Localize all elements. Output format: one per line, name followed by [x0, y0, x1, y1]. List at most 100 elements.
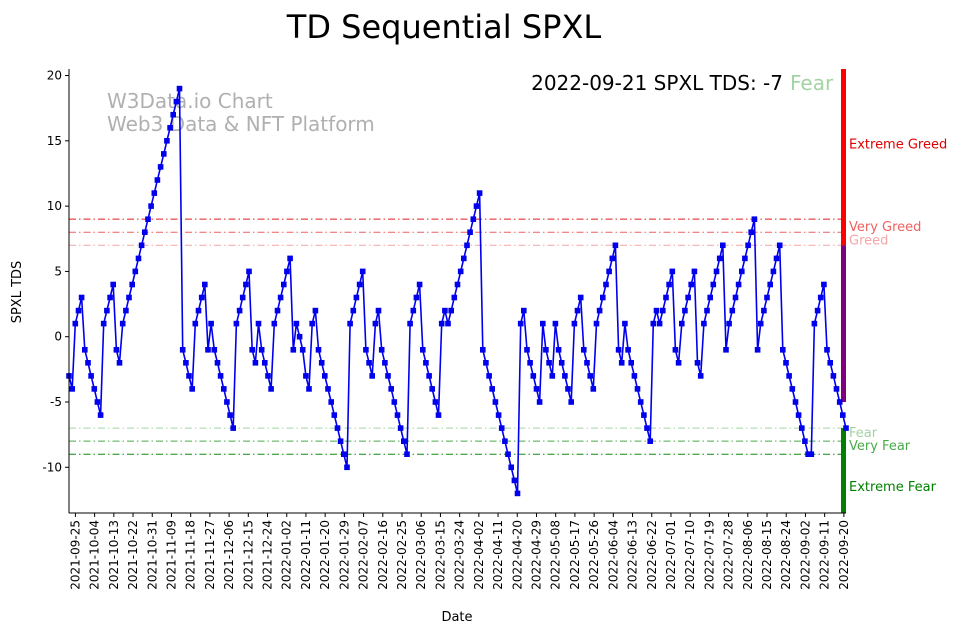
data-point — [258, 347, 265, 353]
data-point — [489, 386, 495, 392]
data-point — [473, 203, 480, 209]
data-point — [811, 320, 818, 327]
data-point — [372, 320, 379, 327]
data-point — [704, 307, 710, 314]
data-point — [205, 347, 211, 353]
data-point — [827, 360, 833, 366]
x-tick-label: 2022-08-15 — [760, 520, 774, 590]
data-point — [660, 307, 666, 314]
x-tick-label: 2022-07-28 — [722, 520, 736, 590]
data-point — [745, 242, 751, 249]
data-point — [521, 307, 527, 314]
data-point — [451, 294, 458, 301]
data-point — [543, 347, 549, 353]
data-point — [682, 307, 688, 314]
data-point — [435, 412, 442, 418]
data-point — [688, 281, 694, 288]
data-point — [729, 307, 736, 314]
data-point — [527, 360, 533, 366]
data-point — [416, 281, 423, 288]
data-point — [754, 347, 761, 353]
data-point — [217, 373, 224, 379]
data-point — [126, 294, 132, 301]
threshold-label-very-greed: Very Greed — [849, 220, 921, 235]
data-point — [426, 373, 432, 379]
data-point — [164, 138, 170, 144]
data-point — [325, 386, 331, 392]
data-point — [540, 320, 546, 327]
data-point — [457, 268, 464, 275]
x-tick-label: 2022-05-08 — [549, 520, 563, 590]
data-point — [432, 399, 439, 405]
data-point — [410, 307, 417, 314]
data-point — [508, 464, 514, 471]
data-point — [480, 347, 486, 353]
data-point — [271, 320, 278, 327]
data-point — [230, 425, 236, 431]
data-point — [549, 373, 556, 379]
data-point — [344, 464, 350, 471]
x-tick-label: 2022-07-01 — [664, 520, 678, 590]
data-point — [461, 255, 467, 262]
data-point — [328, 399, 334, 405]
data-point — [514, 490, 521, 497]
data-point — [723, 347, 729, 353]
data-point — [631, 373, 638, 379]
data-point — [138, 242, 145, 249]
data-point — [401, 438, 407, 444]
data-point — [511, 477, 518, 484]
data-point — [347, 320, 353, 327]
x-tick-label: 2022-07-19 — [702, 520, 716, 590]
threshold-label-greed: Greed — [849, 233, 888, 248]
data-point — [650, 320, 657, 327]
data-point — [445, 320, 451, 327]
data-point — [476, 190, 483, 196]
data-point — [492, 399, 499, 405]
data-point — [208, 320, 214, 327]
data-point — [464, 242, 470, 249]
data-point — [533, 386, 540, 392]
data-point — [236, 307, 243, 314]
x-tick-label: 2021-12-24 — [261, 520, 275, 590]
data-point — [821, 281, 827, 288]
data-point — [221, 386, 227, 392]
data-point — [397, 425, 404, 431]
data-point — [647, 438, 653, 444]
data-point — [420, 347, 426, 353]
status-readout: 2022-09-21 SPXL TDS: -7 Fear — [531, 71, 834, 95]
data-point — [685, 294, 691, 301]
data-point — [679, 320, 685, 327]
data-point — [142, 229, 148, 235]
data-point — [767, 281, 773, 288]
data-point — [584, 360, 590, 366]
x-tick-label: 2021-11-18 — [184, 520, 198, 590]
data-point — [369, 373, 375, 379]
data-point — [94, 399, 101, 405]
x-tick-label: 2022-08-24 — [779, 520, 793, 590]
x-tick-label: 2021-11-09 — [164, 520, 178, 590]
data-point — [574, 307, 581, 314]
data-point — [148, 203, 154, 209]
x-tick-label: 2021-10-31 — [145, 520, 159, 590]
x-tick-label: 2021-12-15 — [241, 520, 255, 590]
data-point — [486, 373, 492, 379]
data-point — [309, 320, 315, 327]
data-point — [161, 151, 167, 157]
data-point — [669, 268, 676, 275]
data-point — [814, 307, 821, 314]
data-point — [555, 347, 562, 353]
data-point — [290, 347, 297, 353]
data-point — [315, 347, 322, 353]
data-point — [653, 307, 660, 314]
x-tick-label: 2022-05-26 — [587, 520, 601, 590]
data-point — [739, 268, 745, 275]
data-point — [761, 307, 767, 314]
data-point — [824, 347, 830, 353]
data-point — [252, 360, 259, 366]
data-point — [593, 320, 600, 327]
data-point — [378, 347, 385, 353]
data-point — [792, 399, 799, 405]
data-point — [382, 360, 388, 366]
data-point — [442, 307, 448, 314]
sentiment-bar — [841, 69, 846, 513]
